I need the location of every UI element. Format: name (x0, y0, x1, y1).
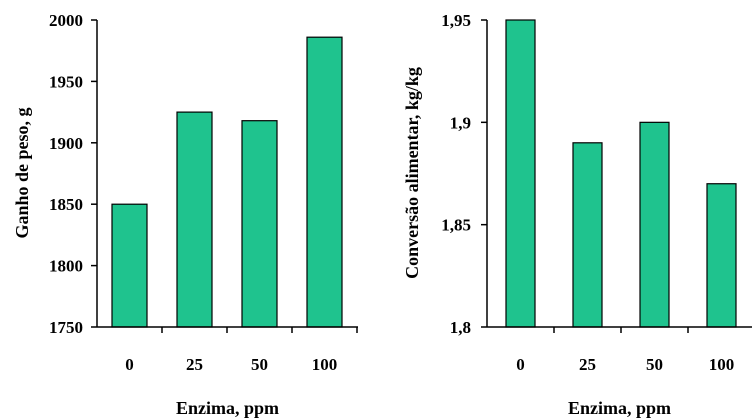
bar-0 (111, 203, 148, 328)
bar-50 (639, 121, 670, 328)
x-tick-label: 0 (125, 355, 134, 374)
x-tick-label: 100 (312, 355, 338, 374)
x-tick-label: 25 (186, 355, 203, 374)
bar-50 (241, 120, 278, 328)
y-tick-label: 1,9 (450, 113, 471, 132)
bar-25 (572, 142, 603, 328)
x-tick-label: 0 (516, 355, 525, 374)
y-tick-label: 1,85 (441, 216, 471, 235)
y-axis-title: Ganho de peso, g (12, 107, 32, 238)
bar-0 (505, 19, 536, 328)
y-tick-label: 1900 (49, 134, 83, 153)
y-tick-label: 2000 (49, 11, 83, 30)
y-tick-label: 1,8 (450, 318, 471, 337)
y-tick-label: 1750 (49, 318, 83, 337)
y-tick-label: 1950 (49, 72, 83, 91)
y-tick-label: 1800 (49, 257, 83, 276)
x-axis-title: Enzima, ppm (568, 398, 671, 418)
x-tick-label: 100 (709, 355, 735, 374)
bar-25 (176, 111, 213, 328)
x-tick-label: 50 (646, 355, 663, 374)
x-tick-label: 25 (579, 355, 596, 374)
bar-100 (306, 36, 343, 328)
chart-weight-gain: 1750 1800 1850 1900 1950 2000 0 25 50 100 Enzima, … (12, 11, 358, 418)
x-axis-title: Enzima, ppm (176, 398, 279, 418)
chart-feed-conversion: 1,8 1,85 1,9 1,95 0 25 50 100 Enzima, ppm Convers… (402, 11, 752, 418)
bar-100 (706, 183, 737, 328)
y-tick-label: 1,95 (441, 11, 471, 30)
y-tick-label: 1850 (49, 195, 83, 214)
y-axis-title: Conversão alimentar, kg/kg (402, 67, 422, 279)
x-tick-label: 50 (251, 355, 268, 374)
